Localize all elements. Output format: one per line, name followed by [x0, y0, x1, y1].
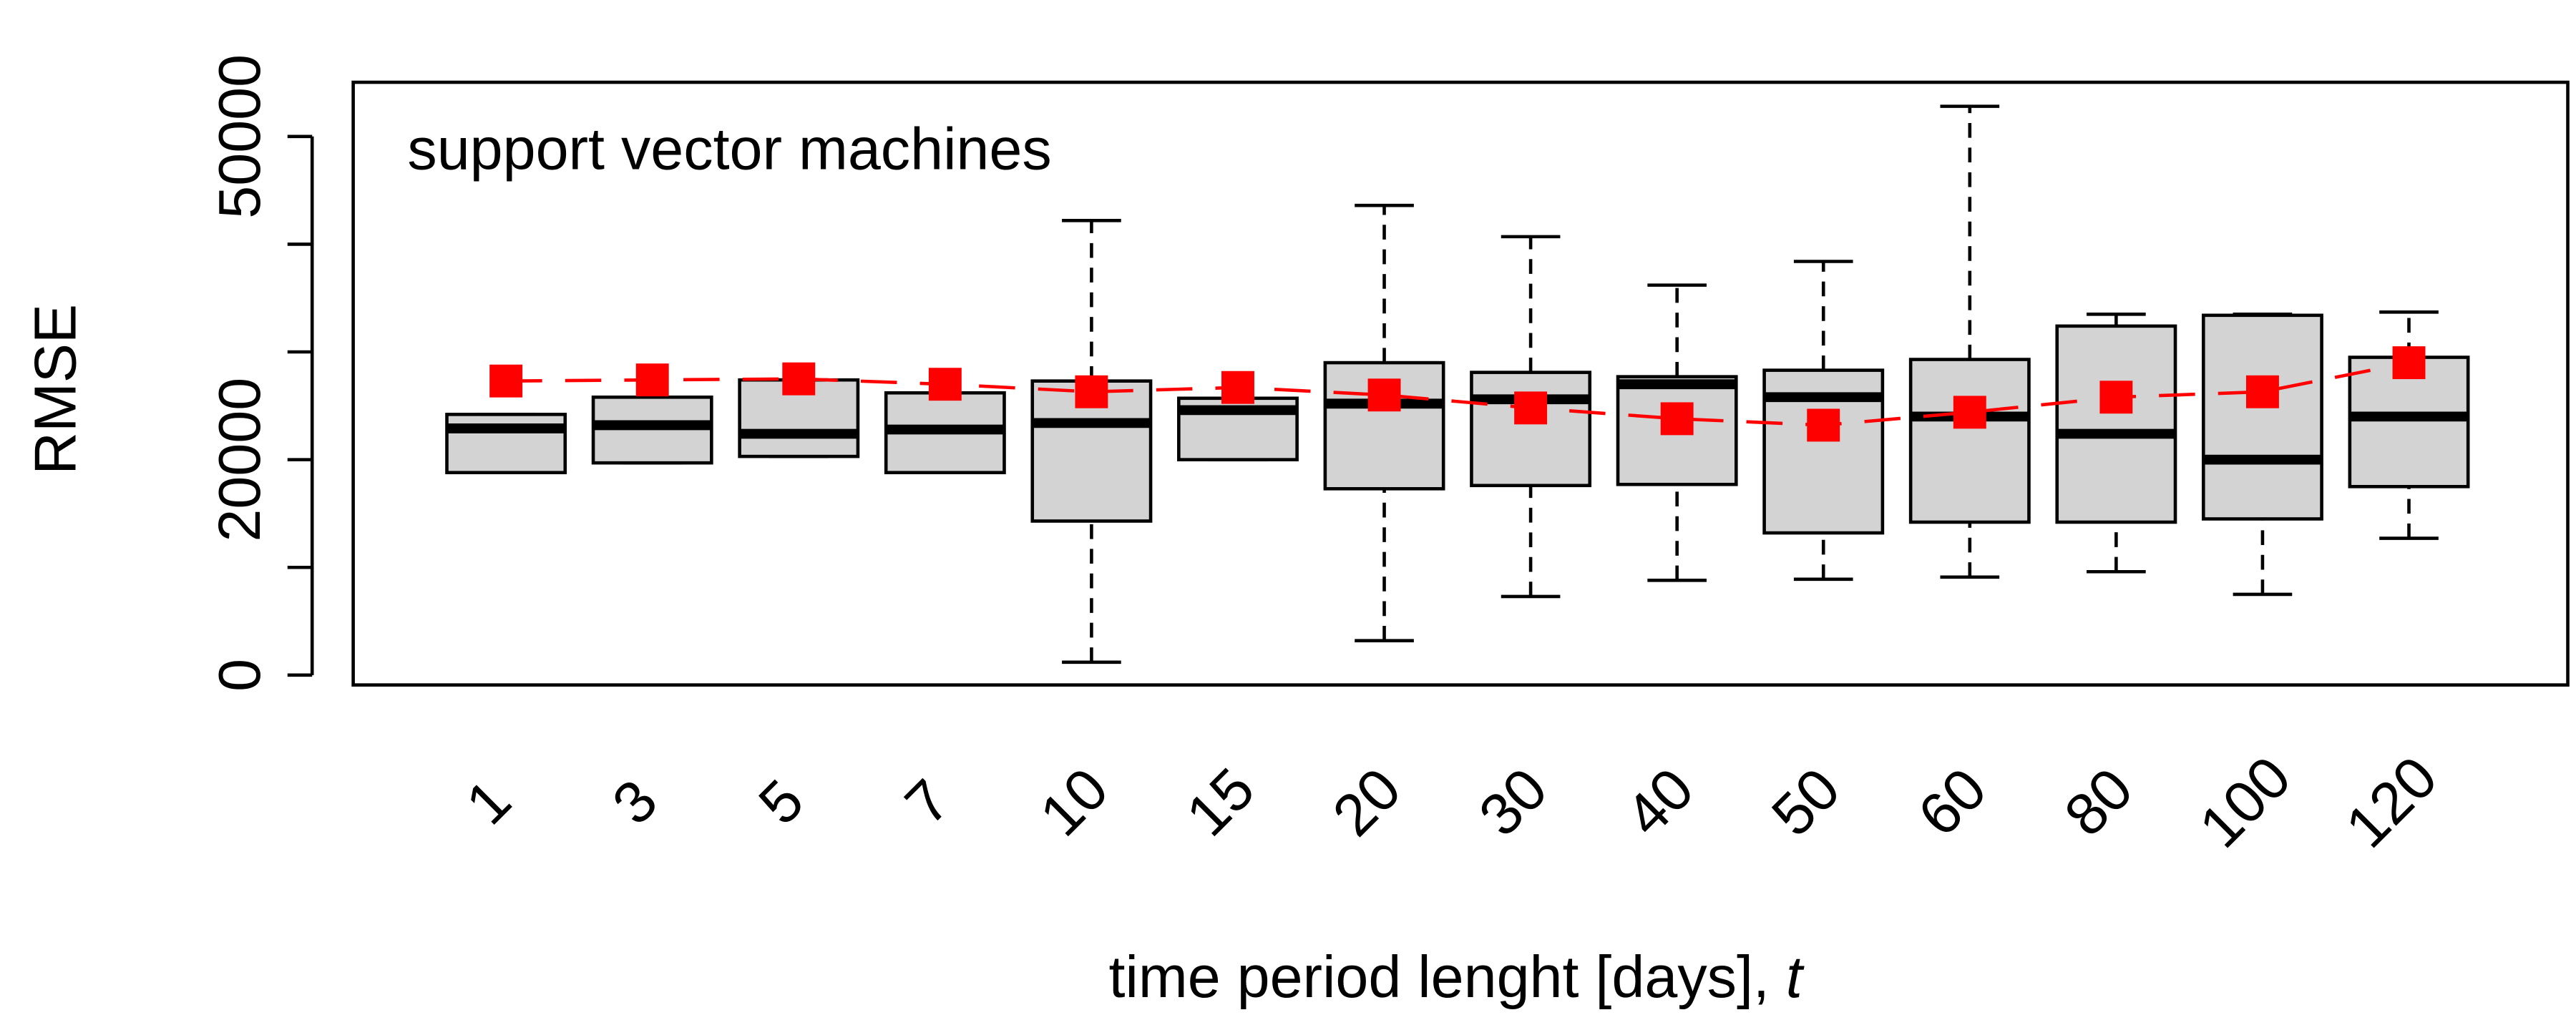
chart-title: support vector machines: [407, 116, 1051, 182]
x-tick-label-40: 40: [1613, 755, 1707, 849]
mean-marker-20: [1367, 378, 1401, 412]
mean-marker-7: [928, 368, 962, 401]
y-axis: 0 20000 50000: [206, 54, 314, 692]
box-body: [1616, 375, 1738, 486]
box-30: [1470, 235, 1592, 599]
mean-line: [506, 360, 2409, 427]
y-tick-label-20000: 20000: [206, 378, 273, 542]
mean-marker-10: [1075, 375, 1108, 408]
box-1: [445, 413, 567, 474]
x-axis-label-text: time period lenght [days],: [1109, 943, 1786, 1010]
x-tick-label-7: 7: [892, 767, 962, 837]
y-tick-label-0: 0: [206, 659, 273, 692]
mean-marker-100: [2245, 375, 2279, 408]
mean-marker-120: [2392, 346, 2426, 380]
x-tick-label-15: 15: [1174, 755, 1267, 849]
box-20: [1323, 203, 1445, 642]
boxes-layer: [445, 104, 2470, 664]
mean-marker-30: [1514, 391, 1548, 425]
mean-marker-1: [489, 364, 523, 398]
x-tick-label-60: 60: [1906, 755, 1999, 849]
mean-marker-50: [1807, 408, 1840, 442]
box-100: [2201, 313, 2323, 597]
box-body: [1908, 358, 2031, 524]
mean-marker-3: [635, 363, 669, 397]
box-10: [1030, 218, 1153, 664]
box-60: [1908, 104, 2031, 579]
mean-marker-5: [782, 362, 816, 396]
x-tick-label-80: 80: [2051, 755, 2145, 849]
box-120: [2348, 310, 2470, 540]
box-80: [2055, 313, 2177, 574]
box-50: [1762, 260, 1885, 582]
y-axis-label: RMSE: [22, 304, 89, 475]
mean-marker-80: [2099, 381, 2133, 414]
x-tick-label-30: 30: [1466, 755, 1560, 849]
x-tick-label-1: 1: [453, 767, 523, 837]
plot-frame: [351, 80, 2570, 687]
box-15: [1177, 396, 1299, 461]
x-axis: 1 3 5 7 10 15 20 30 40 50 60 80 100 120: [453, 744, 2449, 860]
mean-marker-15: [1221, 371, 1254, 404]
box-body: [1470, 371, 1592, 488]
x-tick-label-20: 20: [1319, 755, 1413, 849]
box-7: [884, 391, 1006, 474]
x-tick-label-10: 10: [1027, 755, 1121, 849]
mean-marker-40: [1660, 402, 1694, 436]
x-axis-label: time period lenght [days], t: [1109, 943, 1805, 1010]
y-tick-label-50000: 50000: [206, 54, 273, 219]
x-tick-label-120: 120: [2333, 744, 2449, 860]
x-axis-label-variable: t: [1786, 943, 1805, 1010]
x-tick-label-100: 100: [2187, 744, 2303, 860]
box-3: [591, 395, 713, 465]
x-tick-label-3: 3: [600, 767, 670, 837]
x-tick-label-5: 5: [746, 767, 816, 837]
mean-marker-60: [1953, 396, 1986, 429]
box-body: [2055, 324, 2177, 524]
box-body: [445, 413, 567, 474]
box-40: [1616, 283, 1738, 582]
x-tick-label-50: 50: [1759, 755, 1853, 849]
box-body: [2201, 313, 2323, 521]
mean-layer: [489, 346, 2426, 442]
